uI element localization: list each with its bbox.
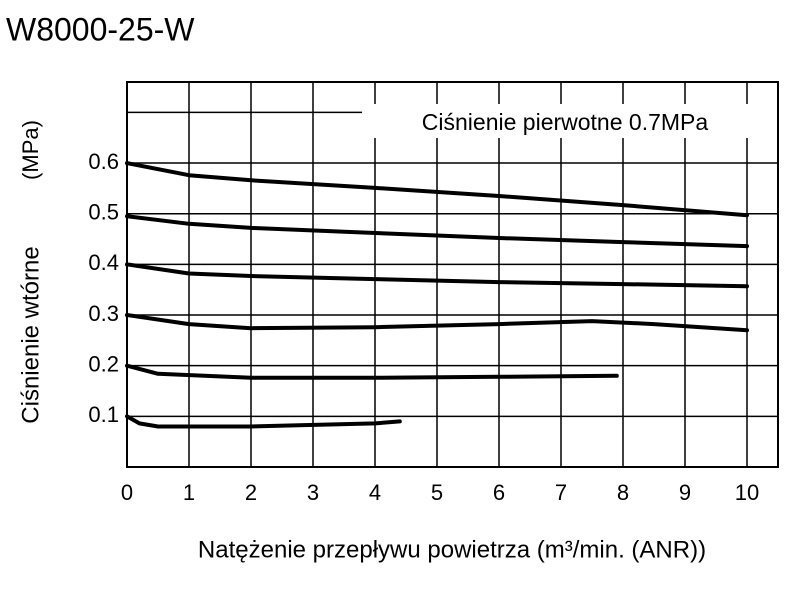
x-tick-label: 5 bbox=[431, 480, 443, 505]
line-series bbox=[125, 262, 749, 289]
line-series bbox=[125, 161, 749, 218]
plot-frame bbox=[126, 81, 779, 468]
y-tick-label: 0.4 bbox=[88, 250, 119, 275]
annotation-box bbox=[362, 104, 777, 138]
y-tick-label: 0.5 bbox=[88, 200, 119, 225]
line-series bbox=[125, 363, 619, 380]
y-tick-label: 0.2 bbox=[88, 351, 119, 376]
x-tick-label: 4 bbox=[369, 480, 381, 505]
chart-title: W8000-25-W bbox=[6, 11, 195, 47]
annotation: Ciśnienie pierwotne 0.7MPa bbox=[422, 109, 709, 135]
y-axis-unit: (MPa) bbox=[18, 120, 43, 180]
x-tick-label: 3 bbox=[307, 480, 319, 505]
x-tick-label: 6 bbox=[493, 480, 505, 505]
y-tick-label: 0.6 bbox=[88, 149, 119, 174]
y-tick-label: 0.1 bbox=[88, 402, 119, 427]
x-tick-label: 2 bbox=[245, 480, 257, 505]
x-tick-label: 10 bbox=[735, 480, 759, 505]
line-series bbox=[125, 414, 402, 429]
x-axis-label: Natężenie przepływu powietrza (m³/min. (… bbox=[198, 536, 706, 563]
plot-area bbox=[126, 82, 778, 468]
line-series bbox=[125, 313, 749, 333]
x-tick-label: 0 bbox=[121, 480, 133, 505]
y-axis-label: Ciśnienie wtórne bbox=[17, 246, 44, 423]
line-series bbox=[125, 214, 749, 249]
x-tick-label: 1 bbox=[183, 480, 195, 505]
x-tick-label: 7 bbox=[555, 480, 567, 505]
x-tick-label: 8 bbox=[617, 480, 629, 505]
y-tick-label: 0.3 bbox=[88, 301, 119, 326]
x-tick-label: 9 bbox=[679, 480, 691, 505]
